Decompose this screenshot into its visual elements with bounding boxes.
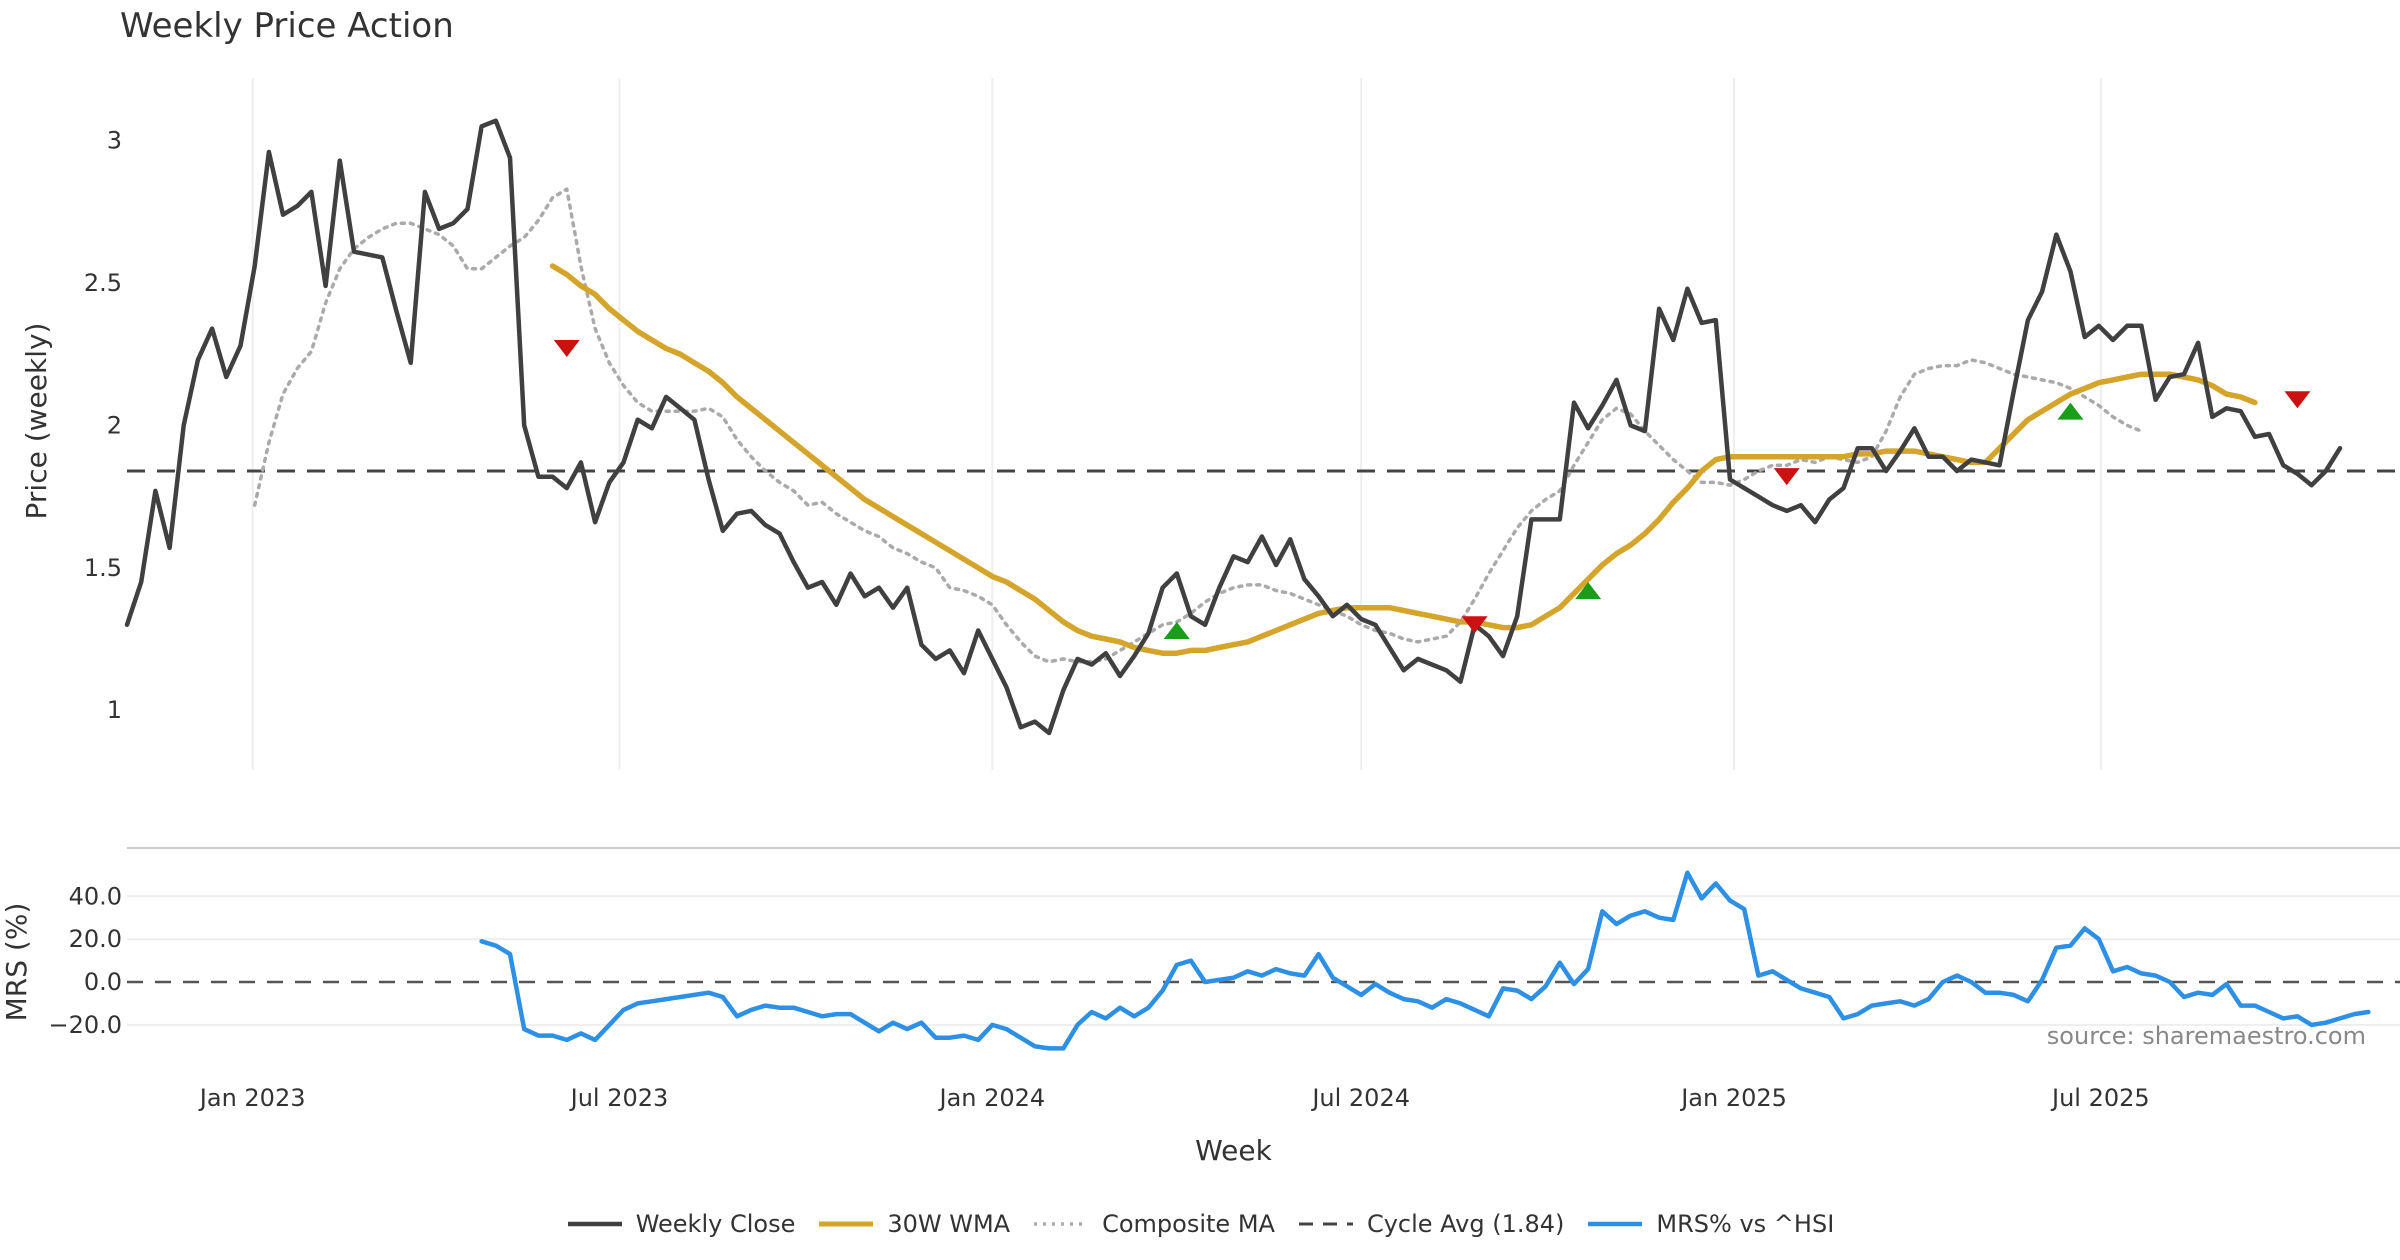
x-tick-label: Jul 2025 (2050, 1084, 2150, 1112)
price-series (124, 118, 2343, 736)
sell-signal-marker (553, 340, 580, 358)
legend-label: 30W WMA (887, 1210, 1011, 1238)
price-y-axis-label: Price (weekly) (20, 323, 53, 520)
legend-label: Weekly Close (635, 1210, 796, 1238)
x-tick-label: Jul 2024 (1310, 1084, 1410, 1112)
x-axis-label: Week (1195, 1134, 1272, 1167)
mrs-mrs-line (479, 870, 2371, 1051)
sell-signal-marker (2284, 391, 2311, 409)
mrs-series (479, 870, 2371, 1051)
mrs-y-axis: 40.0 20.0 0.0 −20.0 (48, 882, 122, 1039)
price-y-tick-label: 2.5 (84, 269, 122, 297)
price-grid (251, 78, 2102, 770)
mrs-y-tick-label: 20.0 (69, 925, 122, 953)
legend-swatch-mrs (1588, 1221, 1643, 1227)
legend-label: Composite MA (1102, 1210, 1275, 1238)
chart-title: Weekly Price Action (120, 6, 454, 46)
legend-swatch-wma (819, 1221, 874, 1227)
sell-signal-marker (1773, 468, 1800, 486)
legend-swatch-cycle (1298, 1222, 1353, 1226)
mrs-grid (127, 895, 2400, 1026)
x-tick-label: Jul 2023 (569, 1084, 669, 1112)
price-y-tick-label: 2 (107, 411, 122, 439)
mrs-y-tick-label: 40.0 (69, 882, 122, 910)
x-tick-label: Jan 2023 (198, 1084, 306, 1112)
x-axis: Jan 2023 Jul 2023 Jan 2024 Jul 2024 Jan 2025… (198, 1084, 2150, 1112)
legend-item-wma: 30W WMA (817, 1210, 1010, 1238)
legend-item-cycle: Cycle Avg (1.84) (1297, 1210, 1564, 1238)
price-close-line (124, 118, 2343, 736)
source-note: source: sharemaestro.com (2047, 1022, 2366, 1050)
legend-swatch-close (567, 1221, 622, 1227)
x-tick-label: Jan 2025 (1679, 1084, 1787, 1112)
legend-item-mrs: MRS% vs ^HSI (1586, 1210, 1834, 1238)
signal-markers (553, 340, 2311, 639)
legend: Weekly Close 30W WMA Composite MA Cycle Avg… (0, 1210, 2400, 1238)
x-tick-label: Jan 2024 (937, 1084, 1045, 1112)
legend-label: MRS% vs ^HSI (1656, 1210, 1835, 1238)
legend-item-close: Weekly Close (566, 1210, 796, 1238)
buy-signal-marker (2057, 402, 2084, 420)
price-y-tick-label: 1.5 (84, 554, 122, 582)
price-y-tick-label: 1 (107, 696, 122, 724)
price-y-tick-label: 3 (107, 127, 122, 155)
legend-swatch-composite (1034, 1222, 1089, 1226)
mrs-y-tick-label: −20.0 (48, 1011, 122, 1039)
legend-item-composite: Composite MA (1032, 1210, 1275, 1238)
price-composite-line (252, 187, 2144, 664)
price-y-axis: 1 1.5 2 2.5 3 (84, 127, 122, 725)
sell-signal-marker (1461, 616, 1488, 634)
legend-label: Cycle Avg (1.84) (1366, 1210, 1565, 1238)
buy-signal-marker (1163, 621, 1190, 639)
mrs-y-tick-label: 0.0 (84, 968, 122, 996)
buy-signal-marker (1575, 582, 1602, 600)
mrs-y-axis-label: MRS (%) (0, 903, 33, 1022)
